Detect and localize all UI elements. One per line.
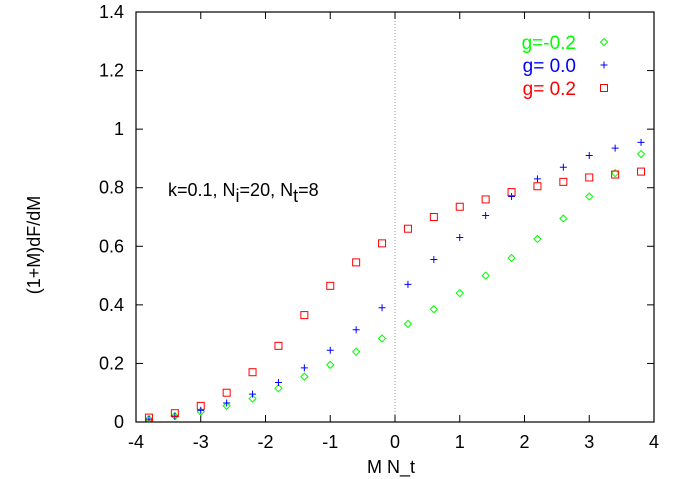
annotation-subscript-t: t [293, 186, 298, 206]
data-point [533, 182, 542, 191]
data-point [223, 399, 231, 407]
data-point [455, 202, 464, 211]
data-point [300, 372, 309, 381]
x-tick-label: -2 [257, 432, 273, 452]
data-layer [144, 138, 646, 424]
y-tick-label: 1.2 [99, 61, 124, 81]
data-point [455, 288, 464, 298]
data-point [248, 394, 257, 403]
legend-label: g=-0.2 [522, 33, 576, 54]
legend-label: g= 0.2 [523, 79, 576, 100]
data-point [404, 280, 412, 288]
data-point [274, 384, 283, 393]
legend-marker [600, 84, 608, 92]
data-point [222, 388, 231, 397]
data-point [171, 412, 179, 420]
data-point [559, 214, 568, 223]
data-point [585, 173, 594, 182]
data-point [222, 401, 231, 411]
y-tick-label: 1 [114, 119, 124, 139]
data-point [326, 360, 335, 370]
data-point [403, 319, 413, 329]
data-point [429, 305, 439, 314]
data-point [559, 163, 567, 171]
data-point [482, 212, 490, 220]
x-axis-title: M N_t [367, 457, 415, 478]
data-point [429, 213, 438, 221]
ticks-layer: -4 -3 -2 -1 0 1 2 3 4 0 0.2 0.4 0.6 0.8 1 1.2 1.4 [99, 2, 659, 452]
data-point [508, 193, 516, 200]
annotation-subscript-i: i [236, 186, 240, 206]
data-point [611, 144, 619, 152]
data-point [533, 175, 541, 183]
x-tick-label: 4 [649, 432, 659, 452]
data-point [585, 192, 594, 201]
data-point [507, 188, 516, 197]
data-point [170, 409, 179, 418]
data-point [637, 167, 646, 176]
x-tick-label: -3 [193, 432, 209, 452]
data-point [507, 253, 516, 263]
x-tick-label: -1 [322, 432, 338, 452]
data-point [300, 364, 308, 372]
data-point [274, 378, 282, 386]
data-point [456, 234, 464, 241]
y-tick-label: 0 [114, 412, 124, 432]
data-point [274, 341, 283, 350]
data-point [326, 346, 334, 354]
data-point [197, 406, 205, 414]
data-point [585, 152, 593, 159]
data-point [352, 258, 361, 267]
data-point [378, 304, 386, 312]
legend-label: g= 0.0 [523, 56, 576, 77]
data-point [196, 401, 205, 410]
y-axis-title: (1+M)dF/dM [24, 196, 44, 295]
x-tick-label: -4 [128, 432, 144, 452]
y-tick-label: 0.6 [99, 236, 124, 256]
series-2 [144, 167, 646, 422]
data-point [403, 224, 412, 233]
x-tick-label: 3 [584, 432, 594, 452]
legend: g=-0.2g= 0.0g= 0.2 [522, 33, 609, 100]
parameter-annotation: k=0.1, Ni=20, Nt=8 [168, 180, 319, 206]
annotation-mid: =20, N [240, 180, 294, 200]
data-point [637, 138, 645, 146]
series-1 [145, 138, 645, 423]
data-point [377, 334, 387, 343]
data-point [481, 271, 490, 280]
data-point [610, 168, 620, 178]
data-point [144, 413, 153, 422]
data-point [636, 149, 646, 159]
x-tick-label: 1 [455, 432, 465, 452]
y-tick-label: 0.2 [99, 353, 124, 373]
x-tick-label: 0 [390, 432, 400, 452]
data-point [611, 170, 620, 179]
y-tick-label: 0.8 [99, 178, 124, 198]
data-point [249, 390, 257, 398]
data-point [351, 347, 361, 356]
data-point [430, 255, 438, 263]
data-point [378, 239, 387, 248]
data-point [326, 281, 335, 290]
data-point [300, 311, 309, 320]
x-tick-label: 2 [519, 432, 529, 452]
plot-frame-layer [135, 11, 655, 423]
legend-marker [599, 37, 609, 47]
data-point [352, 326, 360, 334]
data-point [559, 177, 568, 186]
data-point [533, 234, 542, 244]
y-tick-label: 1.4 [99, 2, 124, 22]
data-point [481, 195, 490, 204]
data-point [248, 368, 257, 377]
annotation-end: =8 [298, 180, 319, 200]
legend-marker [600, 61, 608, 69]
annotation-main: k=0.1, N [168, 180, 236, 200]
y-tick-label: 0.4 [99, 295, 124, 315]
